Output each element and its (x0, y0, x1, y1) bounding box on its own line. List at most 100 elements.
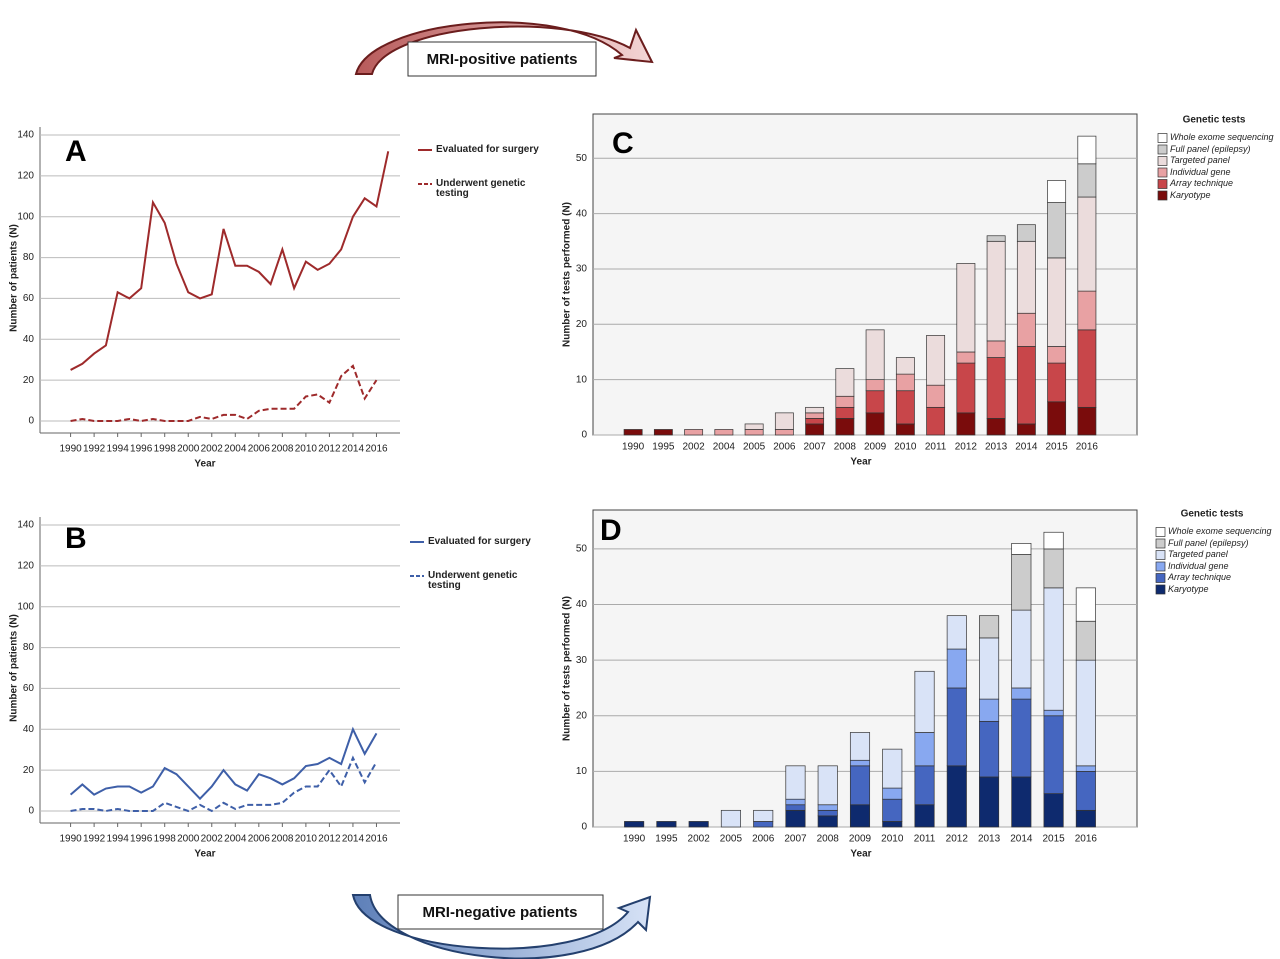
x-tick-label: 2008 (271, 834, 294, 845)
bar-segment (835, 406, 855, 419)
y-tick-label: 0 (28, 416, 34, 427)
bar-segment (1047, 180, 1067, 203)
x-tick-label: 2005 (743, 442, 766, 453)
bar-segment (1077, 196, 1097, 292)
bar-segment (1016, 240, 1036, 314)
x-tick-label: 2010 (894, 442, 917, 453)
bar-segment (1047, 202, 1067, 259)
x-tick-label: 2016 (365, 834, 388, 845)
x-tick-label: 2002 (201, 444, 224, 455)
legend-swatch (1157, 144, 1168, 155)
bar-segment (1075, 809, 1096, 828)
banner-arrow (351, 894, 652, 959)
bar-segment (1047, 257, 1067, 347)
bar-segment (882, 748, 903, 789)
x-tick-label: 2013 (985, 442, 1008, 453)
x-tick-label: 2004 (713, 442, 736, 453)
x-tick-label: 1995 (652, 442, 675, 453)
legend-swatch (1155, 561, 1166, 572)
legend-label: Whole exome sequencing (1170, 132, 1274, 142)
bar-segment (849, 804, 871, 828)
bar-segment (805, 423, 825, 436)
y-tick-label: 100 (17, 601, 34, 612)
x-tick-label: 2012 (946, 834, 969, 845)
bar-segment (835, 368, 855, 397)
x-tick-label: 2006 (773, 442, 796, 453)
x-tick-label: 2002 (201, 834, 224, 845)
bar-segment (1043, 793, 1064, 828)
bar-segment (714, 429, 734, 436)
bar-segment (753, 821, 774, 828)
bar-segment (1075, 659, 1096, 767)
bar-segment (1011, 609, 1032, 689)
y-tick-label: 50 (576, 153, 588, 164)
x-tick-label: 1992 (83, 444, 106, 455)
x-tick-label: 2007 (784, 834, 807, 845)
bar-segment (946, 648, 967, 689)
legend-label: Whole exome sequencing (1168, 526, 1272, 536)
x-tick-label: 1992 (83, 834, 106, 845)
y-tick-label: 20 (23, 765, 35, 776)
x-tick-label: 2010 (881, 834, 904, 845)
bar-segment (979, 637, 1000, 700)
bar-segment (1016, 224, 1036, 242)
bar-segment (986, 240, 1006, 342)
x-tick-label: 1998 (154, 834, 177, 845)
bar-segment (805, 412, 825, 419)
bar-segment (1047, 346, 1067, 364)
y-axis-label: Number of patients (N) (9, 224, 20, 332)
legend-label: Full panel (epilepsy) (1170, 143, 1251, 154)
x-tick-label: 2013 (978, 834, 1001, 845)
legend-swatch (1155, 550, 1166, 560)
x-tick-label: 1990 (622, 442, 645, 453)
y-tick-label: 60 (23, 683, 35, 694)
plot-frame (40, 127, 400, 433)
y-tick-label: 20 (576, 710, 588, 721)
y-tick-label: 60 (23, 293, 35, 304)
bar-segment (624, 821, 645, 828)
bar-segment (1077, 290, 1097, 331)
bar-segment (926, 406, 946, 436)
bar-segment (1077, 135, 1097, 165)
y-tick-label: 40 (23, 724, 35, 735)
x-tick-label: 2014 (1015, 442, 1038, 453)
x-axis-label: Year (850, 457, 871, 468)
bar-segment (956, 412, 976, 436)
x-tick-label: 2014 (342, 444, 365, 455)
y-tick-label: 50 (576, 544, 588, 555)
x-tick-label: 2002 (683, 442, 706, 453)
bar-segment (882, 798, 903, 822)
bar-segment (1075, 771, 1096, 811)
series-line (70, 364, 378, 423)
x-tick-label: 1996 (130, 834, 153, 845)
y-tick-label: 0 (581, 822, 587, 833)
bar-segment (1075, 620, 1096, 661)
x-tick-label: 2002 (688, 834, 711, 845)
x-tick-label: 1994 (107, 444, 130, 455)
x-tick-label: 2006 (752, 834, 775, 845)
y-tick-label: 10 (576, 766, 588, 777)
bar-segment (744, 423, 764, 430)
bar-segment (684, 429, 704, 436)
x-tick-label: 2010 (295, 444, 318, 455)
bar-segment (882, 787, 903, 800)
bar-segment (914, 670, 935, 733)
x-tick-label: 2012 (318, 834, 341, 845)
x-tick-label: 2008 (271, 444, 294, 455)
bar-segment (817, 804, 838, 811)
legend-title: Genetic tests (1181, 509, 1244, 520)
legend-swatch (1157, 167, 1168, 178)
legend-title: Genetic tests (1183, 115, 1246, 126)
x-tick-label: 1990 (59, 444, 82, 455)
x-tick-label: 2015 (1042, 834, 1065, 845)
x-tick-label: 1995 (655, 834, 678, 845)
x-tick-label: 2004 (224, 834, 247, 845)
bar-segment (1011, 543, 1032, 555)
x-tick-label: 2008 (817, 834, 840, 845)
bar-segment (946, 615, 967, 650)
banner-label: MRI-positive patients (427, 51, 578, 68)
bar-segment (656, 821, 677, 828)
legend-label: Targeted panel (1170, 155, 1230, 165)
bar-segment (805, 418, 825, 425)
x-axis-label: Year (194, 849, 215, 860)
